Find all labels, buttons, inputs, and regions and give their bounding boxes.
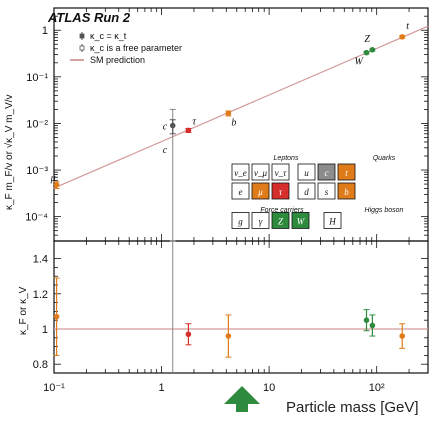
data-point: [369, 47, 376, 53]
top-y-axis-label: κ_F m_F/v or √κ_V m_V/v: [3, 94, 15, 210]
particle-cell: [323, 212, 342, 229]
particle-cell-label: τ: [279, 187, 283, 197]
data-point: [225, 110, 232, 117]
data-point: [185, 331, 192, 338]
data-point: [225, 333, 232, 339]
particle-cell: [337, 163, 356, 181]
y-tick-label: 0.8: [33, 359, 48, 371]
particle-cell: [271, 212, 290, 229]
particle-cell-label: c: [325, 168, 329, 178]
data-point: [185, 127, 192, 134]
legend-label: κ_c = κ_t: [90, 31, 127, 41]
particle-cell-label: d: [304, 187, 309, 197]
particle-cell: [297, 182, 316, 200]
point-label: τ: [192, 116, 196, 127]
legend-label: SM prediction: [90, 55, 145, 65]
y-tick-label: 10⁻³: [26, 165, 48, 177]
top-panel: 1 10⁻¹ 10⁻² 10⁻³ 10⁻⁴ μ c c τ b W Zt κ_c = κ_t κ_c is…: [25, 7, 429, 242]
particle-cell: [297, 163, 316, 181]
particle-cell: [231, 163, 250, 181]
y-tick-label: 10⁻⁴: [25, 212, 48, 224]
particle-cell: [271, 163, 290, 181]
particle-cell: [251, 163, 270, 181]
particle-cell: [251, 182, 270, 200]
particle-cell-label: s: [325, 187, 329, 197]
x-tick-label: 10⁻¹: [43, 382, 65, 394]
particle-cell-label: e: [239, 187, 243, 197]
particle-cell: [231, 212, 250, 229]
particle-cell-label: u: [304, 168, 309, 178]
data-point: [53, 182, 60, 188]
particle-cell: [291, 212, 310, 229]
particle-cell-label: ν_e: [234, 168, 247, 178]
x-tick-label: 1: [158, 382, 164, 394]
data-point: [399, 333, 406, 339]
point-label: b: [231, 117, 236, 128]
data-point: [363, 317, 370, 324]
particle-cell: [271, 182, 290, 200]
point-label: c: [163, 145, 168, 156]
y-tick-label: 1.2: [33, 289, 48, 301]
x-tick-label: 10: [263, 382, 275, 394]
y-tick-label: 10⁻²: [26, 118, 48, 130]
cursor-arrow-icon: [224, 386, 260, 412]
particle-cell-label: t: [345, 168, 348, 178]
particle-cell: [231, 182, 250, 200]
particle-cell-label: ν_τ: [275, 168, 287, 178]
particle-cell: [337, 182, 356, 200]
legend-marker: [79, 33, 85, 39]
data-point: [363, 49, 370, 56]
point-label: W: [354, 57, 364, 68]
grid-title: Higgs boson: [365, 207, 404, 214]
particle-cell-label: Z: [278, 216, 284, 226]
point-label: t: [406, 21, 409, 32]
y-tick-label: 1: [42, 25, 48, 37]
particle-cell: [251, 212, 270, 229]
legend-label: κ_c is a free parameter: [90, 43, 182, 53]
chart-title: ATLAS Run 2: [47, 10, 131, 25]
data-point: [53, 313, 60, 320]
grid-title: Force carriers: [260, 207, 304, 214]
particle-cell-label: b: [344, 187, 349, 197]
legend-marker: [79, 45, 85, 51]
particle-cell-label: W: [297, 216, 306, 226]
particle-cell-label: ν_μ: [254, 168, 267, 178]
x-tick-label: 10²: [369, 382, 385, 394]
particle-cell-label: H: [328, 216, 336, 226]
bottom-y-axis-label: κ_F or κ_V: [18, 286, 29, 335]
bottom-plot-frame: [53, 240, 429, 374]
data-point: [399, 34, 406, 40]
y-tick-label: 1.4: [33, 254, 48, 266]
y-tick-label: 1: [42, 324, 48, 336]
grid-title: Leptons: [274, 155, 299, 162]
particle-cell-label: μ: [257, 187, 263, 197]
point-label: μ: [50, 173, 56, 184]
data-point: [169, 122, 176, 129]
particle-cell-label: g: [238, 216, 243, 226]
x-axis-label: Particle mass [GeV]: [286, 399, 419, 416]
grid-title: Quarks: [373, 155, 396, 162]
data-point: [369, 322, 376, 329]
particle-cell: [317, 163, 336, 181]
particle-cell: [317, 182, 336, 200]
particle-cell-label: γ: [259, 216, 263, 226]
y-tick-label: 10⁻¹: [26, 72, 48, 84]
point-label: Z: [364, 34, 370, 45]
point-label: c: [163, 122, 168, 133]
bottom-panel: 0.8 1 1.2 1.4 10⁻¹ 1 10 10²: [33, 240, 429, 394]
